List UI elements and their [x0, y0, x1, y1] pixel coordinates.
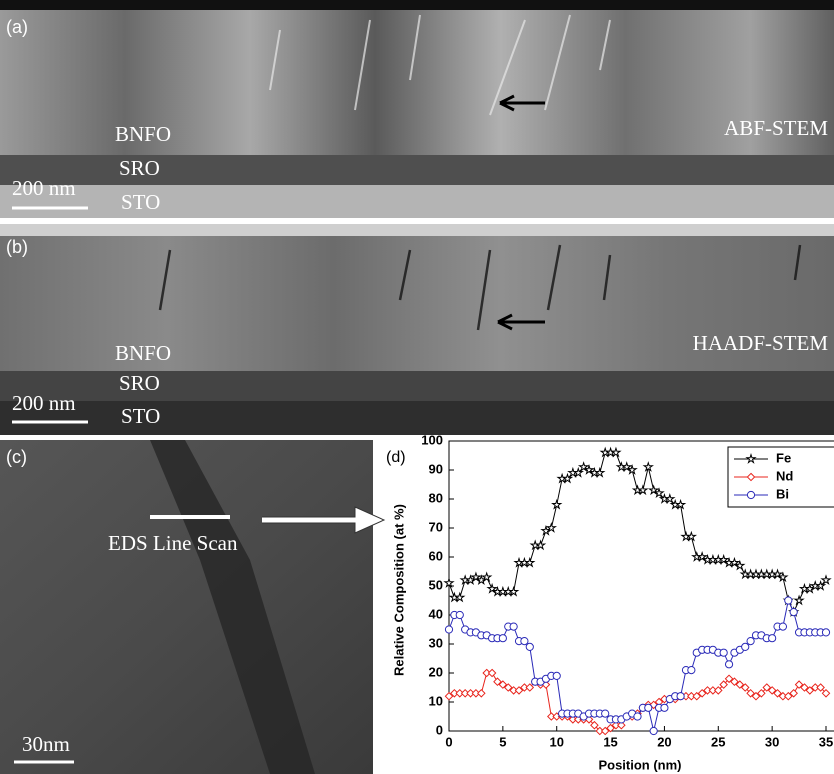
y-tick-label: 60	[429, 548, 443, 563]
x-tick-label: 0	[445, 734, 452, 749]
marker	[602, 710, 609, 717]
marker	[645, 704, 652, 711]
scale-label: 200 nm	[12, 176, 76, 200]
marker	[521, 638, 528, 645]
y-tick-label: 50	[429, 577, 443, 592]
marker	[650, 727, 657, 734]
series-line	[449, 673, 826, 731]
x-tick-label: 10	[549, 734, 563, 749]
marker	[661, 704, 668, 711]
figure: (a) BNFO SRO STO 200 nm ABF-STEM (b) BNF…	[0, 0, 834, 774]
scale-label: 30nm	[22, 732, 70, 756]
legend-label: Bi	[776, 486, 789, 501]
marker	[720, 649, 727, 656]
marker	[688, 667, 695, 674]
scan-label: EDS Line Scan	[108, 531, 238, 555]
y-tick-label: 20	[429, 664, 443, 679]
marker	[779, 623, 786, 630]
marker	[526, 643, 533, 650]
x-tick-label: 25	[711, 734, 725, 749]
panel-a: (a) BNFO SRO STO 200 nm ABF-STEM	[0, 0, 834, 218]
layer-label: BNFO	[115, 122, 171, 146]
panel-label: (a)	[6, 17, 28, 37]
marker	[677, 693, 684, 700]
marker	[510, 623, 517, 630]
x-tick-label: 35	[819, 734, 833, 749]
marker	[795, 596, 803, 604]
marker	[445, 626, 452, 633]
layer-label: SRO	[119, 371, 160, 395]
legend-label: Fe	[776, 450, 791, 465]
layer-label: SRO	[119, 156, 160, 180]
panel-label: (d)	[386, 449, 406, 466]
marker	[822, 629, 829, 636]
layer-label: STO	[121, 190, 160, 214]
scale-label: 200 nm	[12, 391, 76, 415]
marker	[499, 635, 506, 642]
marker	[747, 491, 754, 498]
page: {"panels": { "a": {"label": "(a)", "film…	[0, 0, 834, 774]
legend-label: Nd	[776, 468, 793, 483]
marker	[725, 661, 732, 668]
mode-label: HAADF-STEM	[693, 331, 829, 355]
y-axis-label: Relative Composition (at %)	[391, 504, 406, 676]
panel-c: (c) EDS Line Scan 30nm	[0, 440, 373, 774]
x-tick-label: 30	[765, 734, 779, 749]
layer-label: STO	[121, 404, 160, 428]
marker	[634, 713, 641, 720]
y-tick-label: 0	[436, 722, 443, 737]
marker	[456, 611, 463, 618]
mode-label: ABF-STEM	[724, 116, 828, 140]
panel-b: (b) BNFO SRO STO 200 nm HAADF-STEM	[0, 224, 834, 435]
marker	[769, 635, 776, 642]
panel-label: (c)	[6, 447, 27, 467]
x-tick-label: 15	[603, 734, 617, 749]
y-tick-label: 90	[429, 461, 443, 476]
panel-label: (b)	[6, 237, 28, 257]
marker	[747, 638, 754, 645]
y-tick-label: 100	[421, 432, 443, 447]
edge	[0, 0, 834, 10]
y-tick-label: 80	[429, 490, 443, 505]
edge	[0, 224, 834, 236]
x-axis-label: Position (nm)	[598, 757, 681, 772]
x-tick-label: 20	[657, 734, 671, 749]
layer-label: BNFO	[115, 341, 171, 365]
marker	[553, 500, 561, 508]
marker	[822, 576, 830, 584]
y-tick-label: 10	[429, 693, 443, 708]
y-tick-label: 70	[429, 519, 443, 534]
marker	[644, 463, 652, 471]
chart: (d) Position (nm) Relative Composition (…	[386, 432, 834, 772]
marker	[478, 690, 485, 697]
marker	[790, 609, 797, 616]
y-tick-label: 40	[429, 606, 443, 621]
y-tick-label: 30	[429, 635, 443, 650]
x-tick-label: 5	[499, 734, 506, 749]
marker	[488, 669, 495, 676]
marker	[553, 672, 560, 679]
marker	[785, 597, 792, 604]
marker	[742, 643, 749, 650]
